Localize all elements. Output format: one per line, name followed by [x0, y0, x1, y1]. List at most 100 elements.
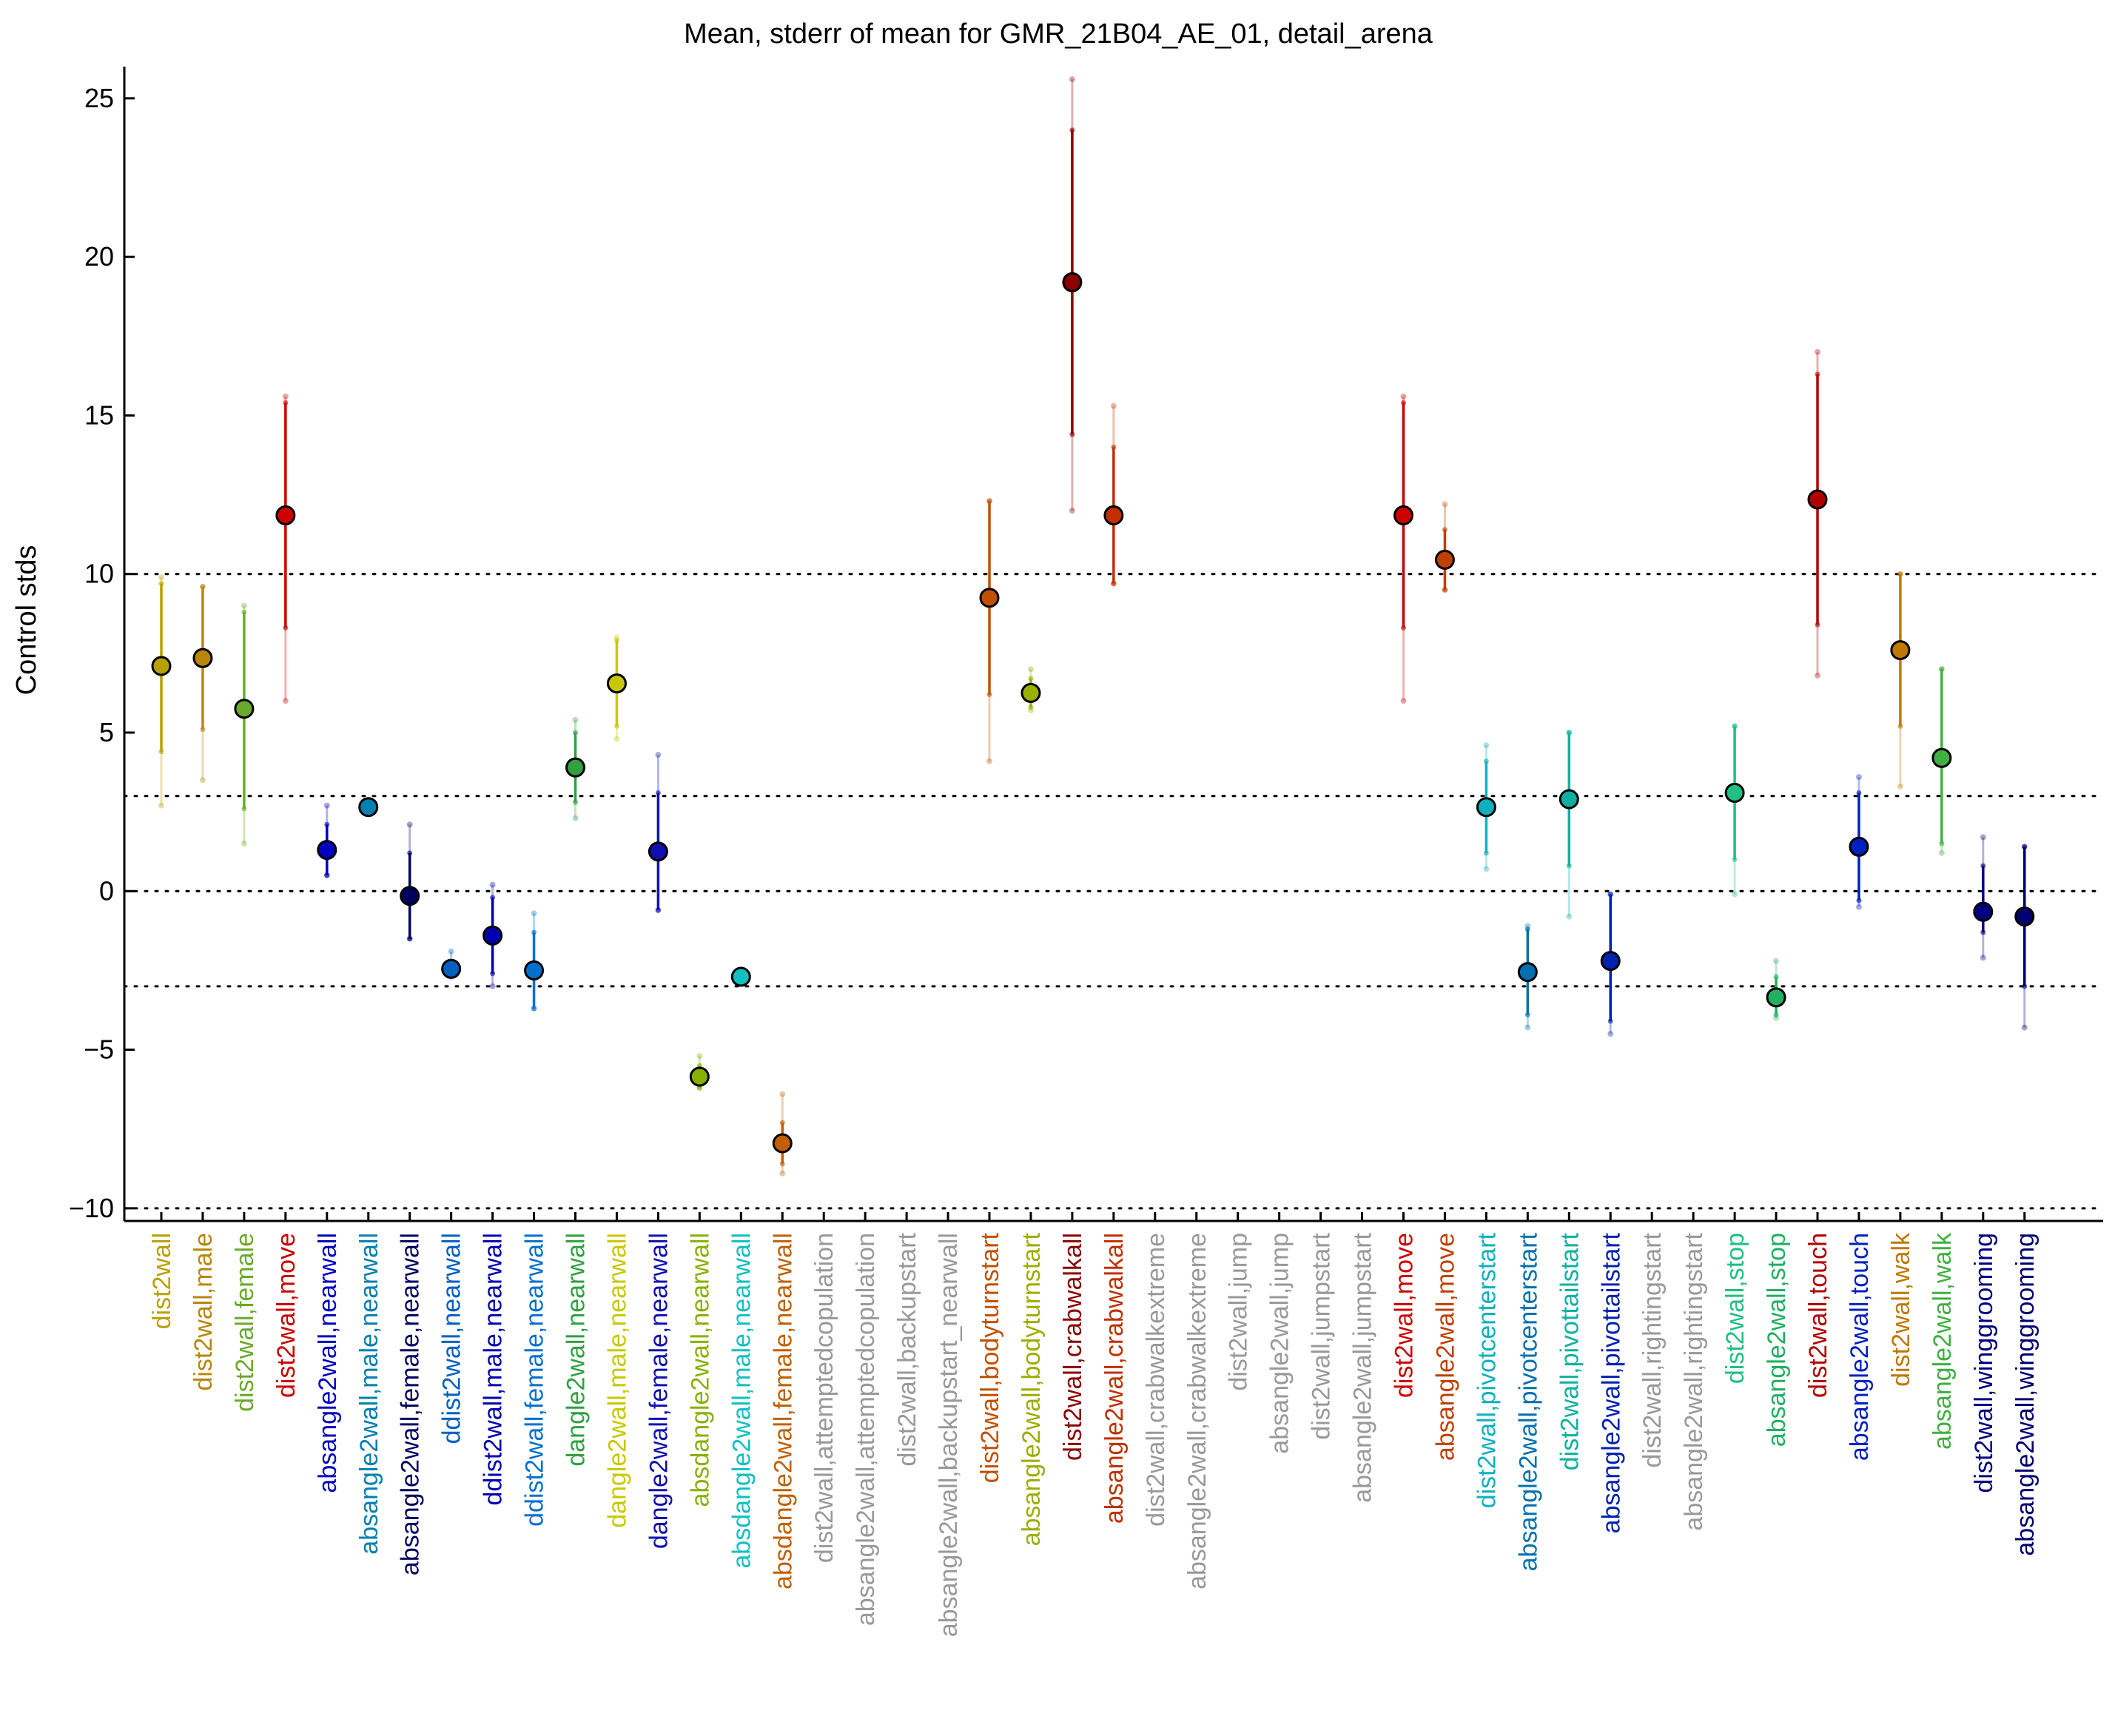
- data-point-group: [979, 498, 1000, 764]
- data-point-group: [606, 634, 627, 742]
- range-end-marker: [241, 602, 247, 609]
- error-bar-end: [1069, 127, 1075, 133]
- error-bar-end: [1442, 587, 1447, 593]
- error-bar-end: [1815, 371, 1820, 377]
- error-bar-end: [241, 609, 247, 615]
- x-tick-label: absangle2wall,jump: [1266, 1233, 1294, 1454]
- error-bar-end: [779, 1120, 785, 1126]
- y-tick-label: −5: [84, 1034, 114, 1065]
- x-tick-label: ddist2wall,nearwall: [438, 1233, 466, 1444]
- mean-point: [1766, 987, 1786, 1008]
- range-end-marker: [489, 983, 496, 989]
- error-bar-end: [1524, 1012, 1530, 1017]
- error-bar-end: [1815, 622, 1820, 628]
- mean-point: [1890, 640, 1911, 661]
- data-point-group: [1558, 730, 1579, 920]
- error-bar-end: [1939, 666, 1945, 672]
- range-end-marker: [986, 758, 992, 764]
- x-tick-label: dist2wall,jump: [1225, 1233, 1253, 1391]
- x-tick-label: absangle2wall,crabwalkextreme: [1183, 1233, 1211, 1589]
- data-point-group: [1103, 403, 1124, 587]
- error-bar-end: [2022, 983, 2028, 989]
- mean-point: [400, 886, 420, 906]
- error-bar-end: [613, 723, 619, 729]
- error-bar-end: [1980, 929, 1986, 935]
- mean-point: [648, 841, 668, 862]
- x-tick-label: absangle2wall,pivottailstart: [1597, 1232, 1625, 1533]
- error-bar-end: [1732, 723, 1738, 729]
- x-tick-label: dangle2wall,female,nearwall: [645, 1233, 673, 1549]
- error-bar-end: [1773, 1012, 1779, 1017]
- x-tick-label: dist2wall,jumpstart: [1308, 1232, 1336, 1439]
- range-end-marker: [199, 777, 206, 784]
- range-end-marker: [655, 752, 662, 758]
- mean-point: [1931, 747, 1952, 768]
- data-point-group: [151, 574, 172, 809]
- range-end-marker: [696, 1053, 703, 1060]
- x-tick-label: dist2wall,winggrooming: [1970, 1233, 1998, 1493]
- error-bar-end: [531, 929, 537, 935]
- mean-point: [565, 757, 585, 778]
- error-bar-end: [573, 799, 578, 805]
- mean-point: [2014, 906, 2035, 927]
- range-end-marker: [158, 574, 164, 580]
- x-tick-label: absangle2wall,crabwalkall: [1100, 1233, 1129, 1524]
- error-bar-end: [490, 971, 496, 977]
- mean-point: [151, 656, 172, 676]
- y-tick-label: −10: [69, 1193, 114, 1223]
- error-bar-end: [1524, 926, 1530, 932]
- error-bar-end: [2022, 844, 2028, 850]
- reference-lines: [123, 573, 2105, 1210]
- error-bar-end: [1566, 863, 1572, 869]
- error-bar-end: [1028, 676, 1034, 682]
- error-bar-end: [1607, 892, 1613, 898]
- data-point-group: [1973, 834, 1994, 961]
- x-tick-label: absangle2wall,move: [1431, 1233, 1459, 1461]
- data-point-group: [1434, 501, 1455, 593]
- mean-point: [730, 966, 751, 987]
- x-tick-label: absangle2wall,pivotcenterstart: [1514, 1232, 1542, 1571]
- mean-point: [1724, 782, 1745, 803]
- error-bar-end: [1856, 790, 1862, 795]
- x-tick-label: dist2wall,rightingstart: [1638, 1232, 1667, 1467]
- x-tick-label: absangle2wall,attemptedcopulation: [852, 1233, 880, 1626]
- mean-point: [358, 797, 379, 818]
- x-tick-label: absangle2wall,winggrooming: [2011, 1233, 2040, 1556]
- data-point-group: [317, 802, 337, 878]
- data-point-group: [689, 1053, 710, 1091]
- range-end-marker: [282, 698, 289, 704]
- x-tick-label: dist2wall,move: [272, 1233, 300, 1398]
- range-end-marker: [282, 393, 289, 400]
- error-bar-end: [283, 625, 289, 631]
- data-point-group: [1062, 76, 1083, 514]
- data-point-group: [441, 948, 462, 980]
- x-tick-label: absangle2wall,female,nearwall: [397, 1233, 425, 1575]
- range-end-marker: [1980, 834, 1986, 841]
- mean-point: [1558, 789, 1579, 810]
- mean-point: [1849, 836, 1869, 857]
- data-point-group: [1849, 774, 1869, 910]
- error-bar-end: [1980, 863, 1986, 869]
- data-point-group: [1807, 349, 1828, 679]
- mean-point: [441, 958, 462, 979]
- data-point-group: [1600, 891, 1621, 1037]
- x-tick-label: dist2wall,female: [231, 1233, 259, 1412]
- range-end-marker: [489, 881, 496, 888]
- data-point-group: [730, 966, 751, 987]
- data-point-group: [2014, 844, 2035, 1031]
- x-tick-label: absangle2wall,male,nearwall: [355, 1233, 383, 1555]
- mean-point: [1393, 505, 1413, 525]
- mean-point: [979, 588, 1000, 608]
- range-end-marker: [572, 815, 579, 821]
- range-end-marker: [1483, 866, 1490, 872]
- x-tick-label: absangle2wall,walk: [1929, 1232, 1957, 1450]
- mean-point: [606, 673, 627, 694]
- data-point-group: [1476, 742, 1496, 872]
- range-end-marker: [323, 802, 330, 809]
- data-point-group: [565, 716, 585, 821]
- mean-point: [234, 699, 255, 719]
- x-tick-label: dist2wall,bodyturnstart: [976, 1232, 1004, 1483]
- range-end-marker: [531, 910, 537, 917]
- x-tick-label: dangle2wall,male,nearwall: [603, 1233, 631, 1528]
- mean-point: [689, 1066, 710, 1087]
